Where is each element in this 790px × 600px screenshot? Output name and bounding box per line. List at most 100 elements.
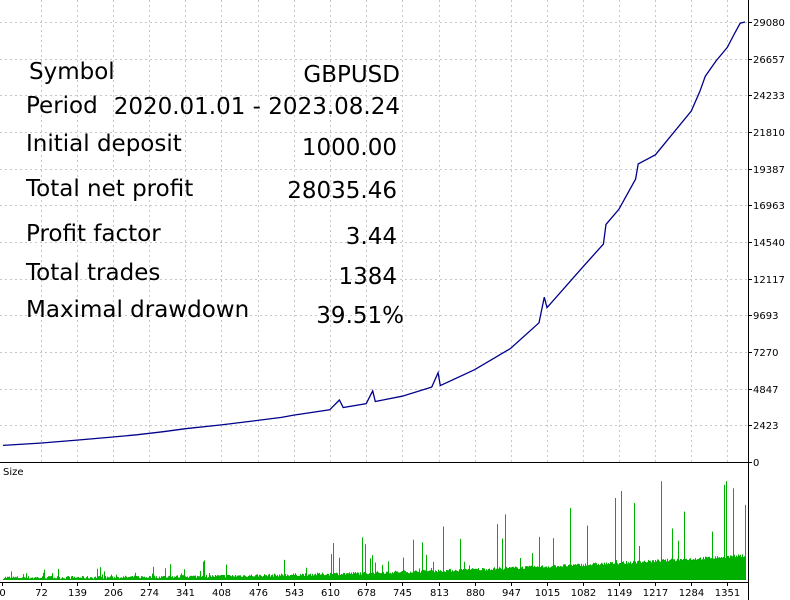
initial-deposit-value: 1000.00 xyxy=(302,135,397,161)
volume-bar xyxy=(174,576,175,580)
volume-bar xyxy=(465,568,466,580)
volume-bar xyxy=(141,576,142,580)
volume-bar xyxy=(515,566,516,580)
volume-bar xyxy=(263,575,264,580)
volume-bar xyxy=(80,577,81,580)
volume-bar xyxy=(27,578,28,580)
volume-bar xyxy=(575,564,576,580)
volume-bar xyxy=(190,575,191,580)
volume-bar xyxy=(109,577,110,580)
volume-bar xyxy=(549,567,550,580)
maximal-drawdown-value: 39.51% xyxy=(316,303,404,329)
volume-bar xyxy=(421,570,422,580)
volume-bar xyxy=(187,576,188,580)
volume-bar xyxy=(607,564,608,580)
volume-bar xyxy=(111,574,112,580)
volume-bar xyxy=(482,568,483,580)
volume-bar xyxy=(445,571,446,580)
period-value: 2020.01.01 - 2023.08.24 xyxy=(114,94,400,120)
volume-bar xyxy=(661,481,662,580)
volume-bar xyxy=(4,578,5,580)
volume-bar xyxy=(648,559,649,580)
volume-bar xyxy=(581,563,582,580)
volume-bar xyxy=(177,575,178,580)
volume-bar xyxy=(247,576,248,580)
volume-bar xyxy=(646,562,647,580)
volume-bar xyxy=(534,565,535,580)
volume-bar xyxy=(217,575,218,580)
volume-bar xyxy=(601,562,602,580)
volume-bar xyxy=(545,566,546,580)
x-tick-label: 72 xyxy=(35,588,48,599)
volume-bar xyxy=(745,504,746,580)
volume-bar xyxy=(100,567,101,580)
volume-bar xyxy=(306,567,307,580)
volume-bar xyxy=(308,574,309,580)
volume-bar xyxy=(387,571,388,580)
volume-bar xyxy=(106,578,107,580)
volume-bar xyxy=(412,572,413,580)
volume-bar xyxy=(611,562,612,580)
volume-bar xyxy=(490,570,491,580)
volume-bar xyxy=(124,577,125,580)
volume-bar xyxy=(317,572,318,580)
volume-bar xyxy=(32,577,33,580)
volume-bar xyxy=(57,576,58,580)
volume-bar xyxy=(382,564,383,580)
x-tick-label: 139 xyxy=(68,588,87,599)
volume-bar xyxy=(258,576,259,580)
volume-bar xyxy=(99,576,100,580)
volume-bar xyxy=(297,576,298,580)
volume-bar xyxy=(714,558,715,580)
volume-bar xyxy=(456,570,457,580)
volume-bar xyxy=(643,561,644,580)
volume-bar xyxy=(411,572,412,580)
x-tick-label: 947 xyxy=(502,588,521,599)
volume-bar xyxy=(626,561,627,580)
volume-bar xyxy=(98,576,99,580)
volume-bar xyxy=(527,566,528,580)
profit-factor-value: 3.44 xyxy=(346,224,397,250)
volume-bar xyxy=(511,567,512,580)
volume-bar xyxy=(295,573,296,580)
volume-bar xyxy=(612,562,613,580)
volume-bar xyxy=(84,578,85,580)
volume-bar xyxy=(532,553,533,580)
volume-bar xyxy=(505,514,506,580)
volume-bar xyxy=(86,577,87,580)
volume-bar xyxy=(128,577,129,580)
volume-bar xyxy=(105,575,106,580)
volume-bar xyxy=(231,576,232,580)
volume-bar xyxy=(702,559,703,580)
volume-bar xyxy=(305,573,306,580)
volume-bar xyxy=(266,575,267,580)
volume-bar xyxy=(478,568,479,580)
volume-bar xyxy=(302,573,303,580)
volume-bar xyxy=(609,564,610,580)
volume-bar xyxy=(461,568,462,580)
volume-bar xyxy=(398,572,399,580)
volume-bar xyxy=(541,565,542,580)
volume-bar xyxy=(333,543,334,580)
volume-bar xyxy=(694,559,695,580)
volume-bar xyxy=(117,576,118,580)
volume-bar xyxy=(346,573,347,580)
volume-bar xyxy=(163,575,164,580)
volume-bar xyxy=(172,576,173,580)
volume-bar xyxy=(428,571,429,580)
volume-bar xyxy=(352,574,353,580)
volume-bar xyxy=(520,558,521,580)
volume-bar xyxy=(722,557,723,580)
volume-bar xyxy=(50,576,51,580)
volume-bar xyxy=(183,575,184,580)
volume-bar xyxy=(577,563,578,580)
volume-bar xyxy=(651,562,652,580)
volume-bar xyxy=(576,564,577,580)
volume-bar xyxy=(289,576,290,580)
volume-bar xyxy=(704,559,705,580)
volume-bar xyxy=(454,570,455,580)
volume-bar xyxy=(42,576,43,580)
volume-bar xyxy=(633,560,634,580)
